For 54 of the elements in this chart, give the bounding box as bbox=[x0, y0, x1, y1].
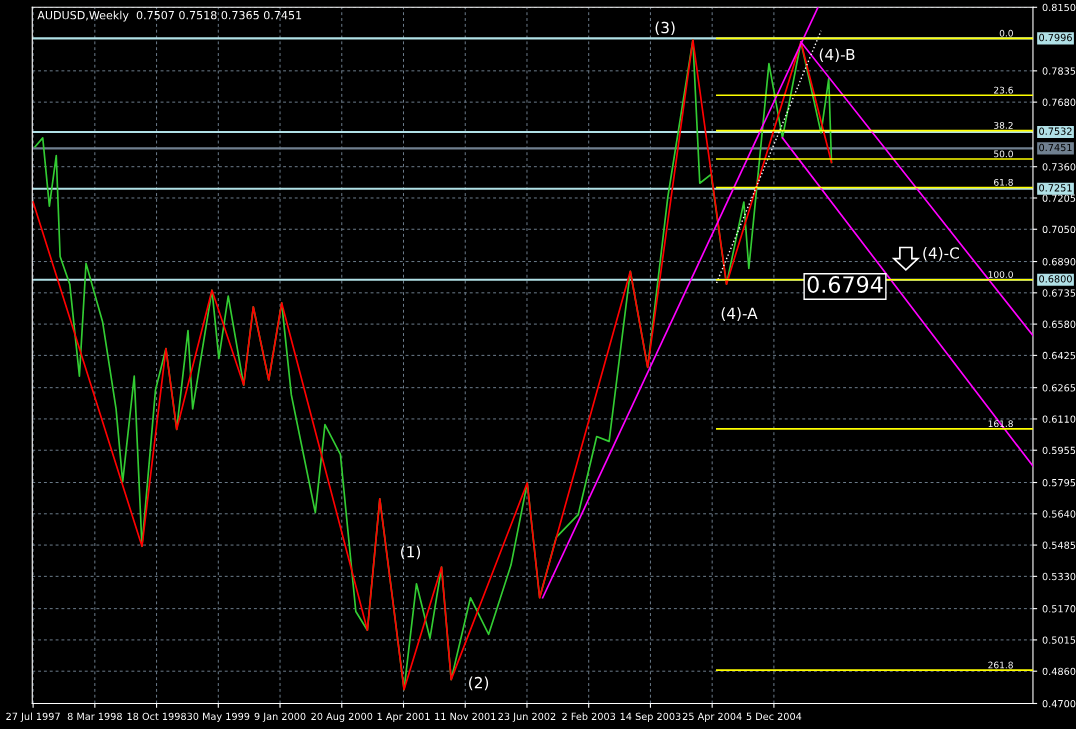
chart-title: AUDUSD,Weekly 0.7507 0.7518 0.7365 0.7451 bbox=[37, 10, 302, 22]
y-tick-label: 0.7835 bbox=[1042, 67, 1076, 75]
annotation: (4)-B bbox=[819, 48, 855, 63]
y-tick-label: 0.4860 bbox=[1042, 667, 1076, 676]
series-label: 38.2 bbox=[994, 122, 1013, 129]
ref-line-label: 0.7451 bbox=[1039, 143, 1072, 152]
x-tick-label: 14 Sep 2003 bbox=[620, 712, 681, 722]
x-tick-label: 8 Mar 1998 bbox=[67, 712, 122, 721]
annotation: (3) bbox=[655, 21, 675, 36]
y-tick-label: 0.6580 bbox=[1042, 320, 1076, 328]
series-label: 100.0 bbox=[988, 271, 1013, 278]
annotation: (2) bbox=[469, 676, 489, 691]
y-tick-label: 0.5640 bbox=[1042, 510, 1076, 518]
y-tick-label: 0.5955 bbox=[1042, 446, 1076, 455]
x-tick-label: 18 Oct 1998 bbox=[127, 712, 186, 721]
y-tick-label: 0.5330 bbox=[1042, 572, 1076, 581]
y-tick-label: 0.5170 bbox=[1042, 605, 1076, 613]
ref-line-label: 0.6800 bbox=[1039, 275, 1072, 283]
y-tick-label: 0.5015 bbox=[1042, 636, 1076, 644]
x-tick-label: 1 Apr 2001 bbox=[377, 712, 430, 722]
x-tick-label: 11 Nov 2001 bbox=[435, 712, 496, 721]
y-tick-label: 0.6735 bbox=[1042, 289, 1076, 297]
series-label: 23.6 bbox=[994, 86, 1013, 94]
y-tick-label: 0.7360 bbox=[1042, 163, 1076, 171]
y-tick-label: 0.4700 bbox=[1042, 699, 1076, 708]
x-tick-label: 27 Jul 1997 bbox=[6, 712, 60, 722]
series-label: 0.0 bbox=[999, 29, 1013, 37]
y-tick-label: 0.5485 bbox=[1042, 541, 1076, 549]
ref-line-label: 0.7251 bbox=[1039, 184, 1072, 192]
series-label: 261.8 bbox=[988, 661, 1013, 669]
y-tick-label: 0.6110 bbox=[1042, 415, 1076, 423]
ref-line-label: 0.7996 bbox=[1039, 33, 1072, 42]
x-tick-label: 9 Jan 2000 bbox=[254, 712, 306, 722]
y-tick-label: 0.6890 bbox=[1042, 258, 1076, 266]
annotation: (4)-A bbox=[721, 307, 758, 321]
y-tick-label: 0.8150 bbox=[1042, 3, 1076, 12]
x-tick-label: 25 Apr 2004 bbox=[682, 712, 742, 722]
y-tick-label: 0.7050 bbox=[1042, 225, 1076, 234]
y-tick-label: 0.5795 bbox=[1042, 479, 1076, 487]
y-tick-label: 0.6265 bbox=[1042, 384, 1076, 392]
y-tick-label: 0.6425 bbox=[1042, 351, 1076, 360]
series-label: 50.0 bbox=[994, 150, 1013, 158]
annotation: (1) bbox=[401, 545, 421, 560]
x-tick-label: 30 May 1999 bbox=[187, 712, 250, 722]
x-tick-label: 2 Feb 2003 bbox=[562, 712, 616, 721]
x-tick-label: 20 Aug 2000 bbox=[311, 712, 373, 722]
y-tick-label: 0.7205 bbox=[1042, 194, 1076, 202]
x-tick-label: 23 Jun 2002 bbox=[498, 712, 556, 722]
x-tick-label: 5 Dec 2004 bbox=[746, 712, 802, 721]
ref-line-label: 0.7532 bbox=[1039, 127, 1072, 135]
annotation: 0.6794 bbox=[807, 276, 883, 293]
y-tick-label: 0.7680 bbox=[1042, 98, 1076, 106]
annotation: (4)-C bbox=[923, 247, 959, 261]
series-label: 61.8 bbox=[994, 178, 1013, 186]
